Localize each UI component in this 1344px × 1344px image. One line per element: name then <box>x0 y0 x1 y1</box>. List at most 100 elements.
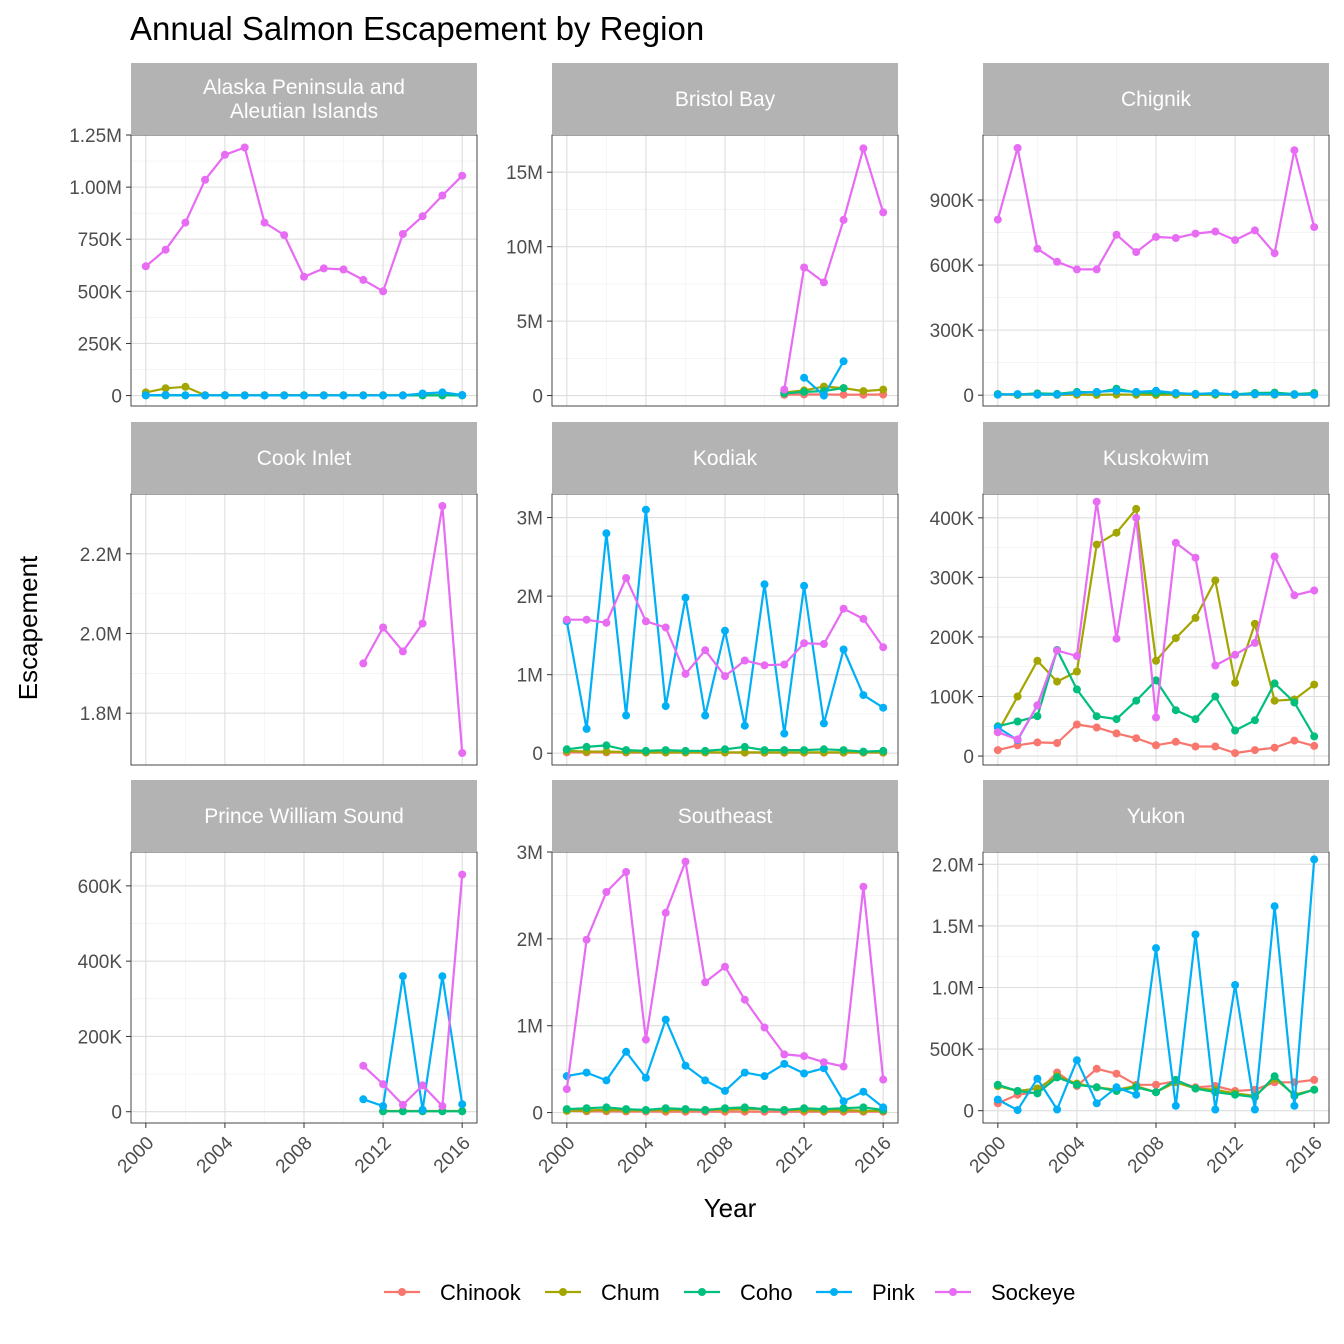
data-point-pink <box>582 724 591 733</box>
data-point-chinook <box>1191 742 1200 751</box>
data-point-chum <box>1152 656 1160 665</box>
y-tick-label: 250K <box>78 334 123 355</box>
data-point-chum <box>740 748 749 757</box>
facet-strip <box>552 63 898 135</box>
data-point-coho <box>760 746 769 755</box>
data-point-pink <box>800 373 809 382</box>
data-point-pink <box>582 1068 591 1077</box>
data-point-sockeye <box>1092 265 1101 274</box>
data-point-coho <box>760 1105 769 1114</box>
legend-item-coho: Coho <box>684 1280 793 1305</box>
x-tick-label: 2012 <box>351 1133 396 1178</box>
data-point-coho <box>1211 692 1220 701</box>
data-point-pink <box>760 580 769 589</box>
facet-strip-label: Chignik <box>1121 88 1192 111</box>
data-point-chum <box>1250 619 1259 628</box>
data-point-coho <box>641 1106 650 1114</box>
y-tick-label: 400K <box>930 509 975 530</box>
data-point-pink <box>1092 387 1101 396</box>
data-point-coho <box>1092 1083 1101 1092</box>
data-point-coho <box>1132 696 1141 705</box>
data-point-coho <box>661 1104 670 1113</box>
data-point-chinook <box>1211 742 1220 751</box>
data-point-pink <box>181 391 190 400</box>
data-point-pink <box>1250 390 1259 399</box>
data-point-sockeye <box>582 935 591 944</box>
data-point-chum <box>859 387 868 396</box>
data-point-chum <box>1053 677 1062 686</box>
data-point-pink <box>398 391 407 400</box>
data-point-coho <box>1033 1089 1042 1098</box>
data-point-sockeye <box>622 574 631 582</box>
data-point-chinook <box>1092 723 1101 732</box>
data-point-coho <box>859 1103 868 1112</box>
legend-key-point <box>949 1288 957 1296</box>
x-tick-label: 2000 <box>114 1133 159 1178</box>
y-tick-label: 900K <box>930 191 975 212</box>
data-point-sockeye <box>1152 232 1160 241</box>
x-tick-label: 2016 <box>430 1133 475 1178</box>
data-point-chum <box>1112 528 1121 537</box>
data-point-pink <box>859 1087 868 1096</box>
data-point-sockeye <box>359 275 368 284</box>
data-point-chum <box>1310 680 1319 689</box>
x-tick-label: 2016 <box>851 1133 896 1178</box>
legend-item-chinook: Chinook <box>384 1280 522 1305</box>
y-tick-label: 3M <box>517 509 543 530</box>
data-point-sockeye <box>1013 144 1022 152</box>
data-point-sockeye <box>398 230 407 238</box>
data-point-sockeye <box>339 265 348 274</box>
y-tick-label: 1M <box>517 666 543 687</box>
data-point-sockeye <box>800 263 809 272</box>
data-point-chinook <box>1053 739 1062 747</box>
data-point-coho <box>1053 1073 1062 1082</box>
y-tick-label: 1.0M <box>932 979 974 1000</box>
x-tick-label: 2004 <box>193 1132 238 1177</box>
data-point-sockeye <box>879 1075 888 1084</box>
series-line-coho <box>784 387 844 395</box>
data-point-sockeye <box>859 614 868 623</box>
data-point-sockeye <box>1112 230 1121 239</box>
data-point-chinook <box>839 390 848 399</box>
data-point-sockeye <box>879 208 888 217</box>
data-point-pink <box>379 1102 388 1111</box>
data-point-coho <box>1072 685 1081 694</box>
data-point-coho <box>1112 715 1121 724</box>
x-tick-label: 2004 <box>614 1132 659 1177</box>
data-point-sockeye <box>800 1052 809 1061</box>
y-tick-label: 0 <box>963 1102 974 1123</box>
data-point-sockeye <box>859 882 868 891</box>
data-point-pink <box>1112 386 1121 395</box>
facet-strip-label: Southeast <box>678 805 773 828</box>
y-tick-label: 2.2M <box>80 545 122 566</box>
data-point-pink <box>260 391 269 400</box>
data-point-coho <box>582 742 591 751</box>
data-point-pink <box>839 645 848 654</box>
data-point-chinook <box>1310 741 1319 750</box>
data-point-coho <box>602 741 611 750</box>
data-point-pink <box>201 391 210 400</box>
data-point-pink <box>641 1073 650 1082</box>
data-point-coho <box>1013 717 1022 726</box>
data-point-pink <box>1310 855 1319 864</box>
y-tick-label: 200K <box>930 628 975 649</box>
data-point-pink <box>1013 1106 1022 1115</box>
data-point-coho <box>562 1105 571 1114</box>
data-point-sockeye <box>1072 652 1081 660</box>
y-tick-label: 10M <box>506 238 543 259</box>
data-point-pink <box>1191 390 1200 399</box>
y-tick-label: 300K <box>930 568 975 589</box>
y-tick-label: 1.8M <box>80 704 122 725</box>
legend-label: Chum <box>601 1280 660 1305</box>
x-tick-label: 2004 <box>1045 1132 1090 1177</box>
data-point-coho <box>1072 1080 1081 1089</box>
data-point-coho <box>859 747 868 756</box>
data-point-sockeye <box>661 623 670 632</box>
data-point-coho <box>800 1104 809 1113</box>
data-point-pink <box>458 1100 467 1109</box>
data-point-pink <box>359 391 368 400</box>
data-point-chinook <box>1112 729 1121 738</box>
legend-label: Chinook <box>440 1280 522 1305</box>
data-point-pink <box>398 972 407 981</box>
data-point-coho <box>602 1103 611 1112</box>
